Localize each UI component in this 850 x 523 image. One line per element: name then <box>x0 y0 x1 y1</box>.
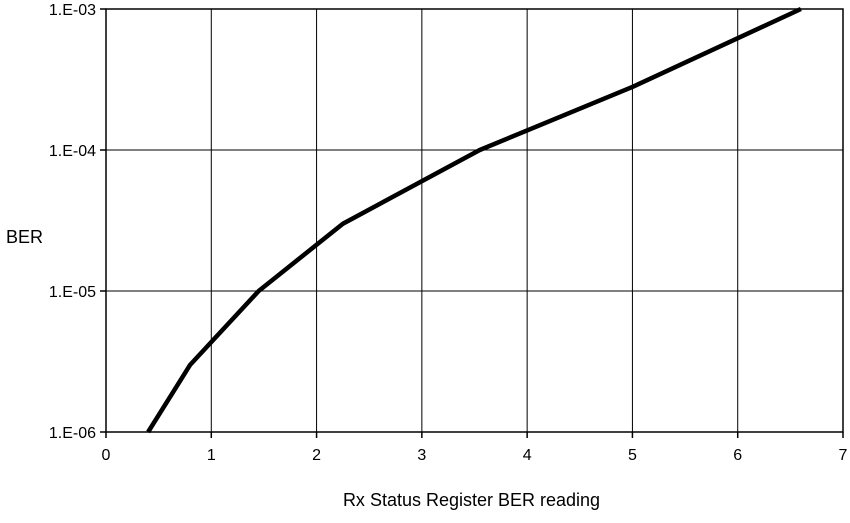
x-tick-label: 4 <box>523 447 532 464</box>
x-tick-label: 3 <box>417 447 426 464</box>
x-tick-label: 5 <box>628 447 637 464</box>
plot-frame <box>105 8 844 433</box>
grid <box>106 9 843 432</box>
series-layer <box>146 6 802 434</box>
series-line <box>146 6 802 434</box>
x-axis-title: Rx Status Register BER reading <box>343 490 600 510</box>
x-tick-label: 6 <box>733 447 742 464</box>
x-tick-label: 1 <box>207 447 216 464</box>
x-tick-label: 7 <box>839 447 848 464</box>
y-axis-title: BER <box>6 227 43 247</box>
y-tick-label: 1.E-03 <box>49 2 96 19</box>
y-tick-label: 1.E-04 <box>49 143 96 160</box>
y-axis-ticks: 1.E-06 1.E-05 1.E-04 1.E-03 <box>49 2 106 442</box>
y-tick-label: 1.E-05 <box>49 284 96 301</box>
x-tick-label: 0 <box>102 447 111 464</box>
y-tick-label: 1.E-06 <box>49 425 96 442</box>
x-tick-label: 2 <box>312 447 321 464</box>
x-axis-ticks: 0 1 2 3 4 5 6 7 <box>102 432 848 464</box>
